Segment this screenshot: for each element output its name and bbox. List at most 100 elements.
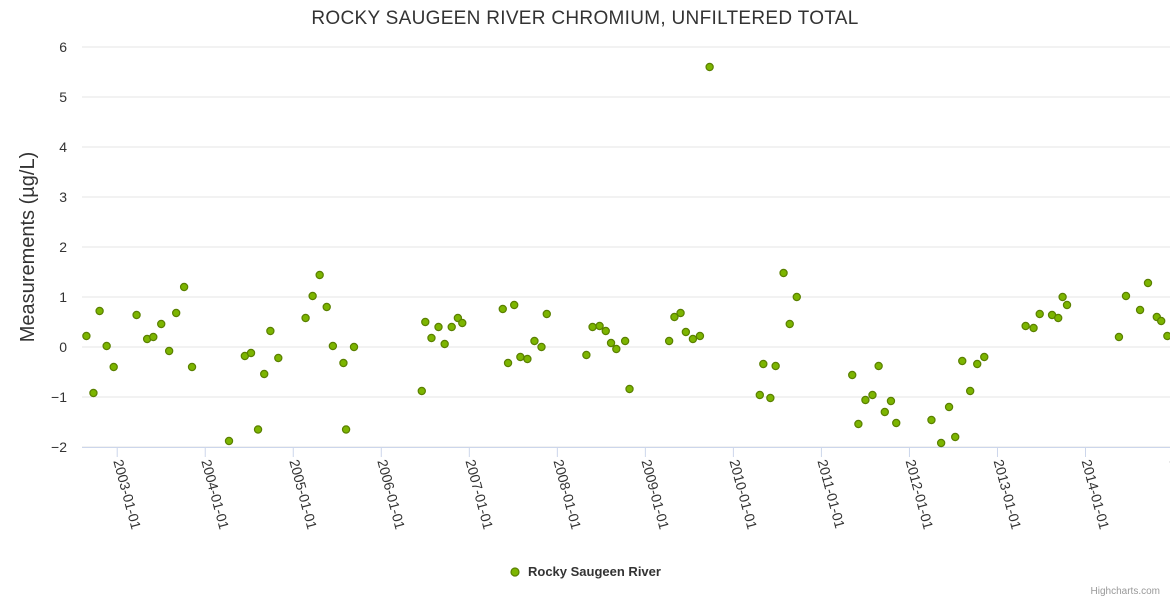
data-point[interactable] (582, 350, 591, 360)
data-point[interactable] (606, 338, 616, 348)
data-point[interactable] (179, 282, 189, 292)
data-point[interactable] (542, 309, 551, 319)
data-point[interactable] (1058, 292, 1067, 302)
data-point[interactable] (1143, 278, 1153, 288)
data-point[interactable] (588, 322, 597, 332)
data-point[interactable] (1029, 323, 1038, 333)
data-point[interactable] (417, 386, 426, 396)
data-point[interactable] (315, 270, 324, 280)
data-point[interactable] (973, 359, 982, 369)
data-point[interactable] (620, 336, 630, 346)
data-point[interactable] (187, 362, 197, 372)
data-point[interactable] (1114, 332, 1124, 342)
data-points (82, 62, 1170, 448)
data-point[interactable] (771, 361, 780, 371)
data-point[interactable] (755, 390, 764, 400)
data-point[interactable] (164, 346, 174, 356)
data-point[interactable] (458, 318, 467, 328)
data-point[interactable] (530, 336, 539, 346)
x-tick-label: 2010-01-01 (726, 458, 760, 532)
data-point[interactable] (1062, 300, 1072, 310)
legend-label[interactable]: Rocky Saugeen River (528, 564, 661, 579)
data-point[interactable] (516, 352, 525, 362)
data-point[interactable] (246, 348, 256, 358)
data-point[interactable] (1021, 321, 1030, 331)
data-point[interactable] (944, 402, 954, 412)
data-point[interactable] (695, 331, 705, 341)
data-point[interactable] (958, 356, 967, 366)
credits-link[interactable]: Highcharts.com (1091, 586, 1160, 597)
data-point[interactable] (260, 369, 269, 379)
data-point[interactable] (132, 310, 141, 320)
data-point[interactable] (1135, 305, 1145, 315)
y-tick-label: 1 (59, 289, 67, 305)
data-point[interactable] (253, 425, 263, 434)
legend[interactable]: Rocky Saugeen River (510, 564, 661, 579)
data-point[interactable] (612, 344, 621, 354)
data-point[interactable] (779, 268, 788, 278)
data-point[interactable] (503, 358, 513, 368)
data-point[interactable] (1163, 331, 1170, 341)
data-point[interactable] (868, 390, 877, 400)
data-point[interactable] (109, 362, 118, 372)
data-point[interactable] (266, 326, 275, 336)
data-point[interactable] (537, 342, 546, 352)
data-point[interactable] (861, 395, 870, 405)
data-point[interactable] (1121, 291, 1131, 301)
data-point[interactable] (681, 327, 691, 337)
data-point[interactable] (688, 334, 698, 344)
data-point[interactable] (892, 418, 901, 428)
data-point[interactable] (676, 308, 685, 318)
data-point[interactable] (1054, 313, 1063, 323)
data-point[interactable] (339, 358, 348, 368)
data-point[interactable] (171, 308, 181, 318)
data-point[interactable] (349, 342, 359, 352)
data-point[interactable] (427, 333, 436, 343)
data-point[interactable] (1035, 309, 1044, 319)
data-point[interactable] (341, 425, 351, 434)
data-point[interactable] (510, 300, 519, 310)
data-point[interactable] (766, 393, 775, 403)
data-point[interactable] (886, 396, 896, 406)
data-point[interactable] (523, 354, 532, 364)
data-point[interactable] (927, 415, 936, 425)
data-point[interactable] (308, 291, 317, 301)
data-point[interactable] (664, 336, 674, 346)
data-point[interactable] (328, 341, 338, 351)
data-point[interactable] (274, 353, 283, 363)
data-point[interactable] (980, 352, 989, 362)
data-point[interactable] (792, 292, 801, 302)
data-point[interactable] (149, 332, 158, 342)
data-point[interactable] (759, 359, 768, 369)
data-point[interactable] (595, 321, 604, 331)
data-point[interactable] (1156, 316, 1166, 326)
data-point[interactable] (95, 306, 104, 316)
data-point[interactable] (224, 436, 234, 446)
data-point[interactable] (434, 322, 443, 332)
data-point[interactable] (936, 438, 946, 448)
data-point[interactable] (440, 339, 449, 349)
data-point[interactable] (848, 370, 857, 380)
data-point[interactable] (82, 331, 91, 341)
data-point[interactable] (951, 432, 960, 442)
data-point[interactable] (785, 319, 794, 329)
data-point[interactable] (157, 319, 166, 329)
data-point[interactable] (601, 326, 610, 336)
data-point[interactable] (421, 317, 430, 327)
data-point[interactable] (874, 361, 883, 371)
data-point[interactable] (965, 386, 975, 396)
data-point[interactable] (447, 322, 456, 332)
data-point[interactable] (854, 419, 863, 429)
data-point[interactable] (301, 313, 310, 323)
data-point[interactable] (670, 312, 679, 322)
data-point[interactable] (89, 388, 98, 398)
data-point[interactable] (880, 407, 889, 417)
x-tick-label: 2004-01-01 (198, 458, 232, 532)
x-tick-label: 2008-01-01 (550, 458, 584, 532)
data-point[interactable] (102, 341, 111, 351)
data-point[interactable] (498, 304, 507, 314)
data-point[interactable] (705, 62, 714, 72)
data-point[interactable] (625, 384, 634, 394)
y-axis-title: Measurements (µg/L) (17, 152, 39, 342)
data-point[interactable] (322, 302, 331, 312)
